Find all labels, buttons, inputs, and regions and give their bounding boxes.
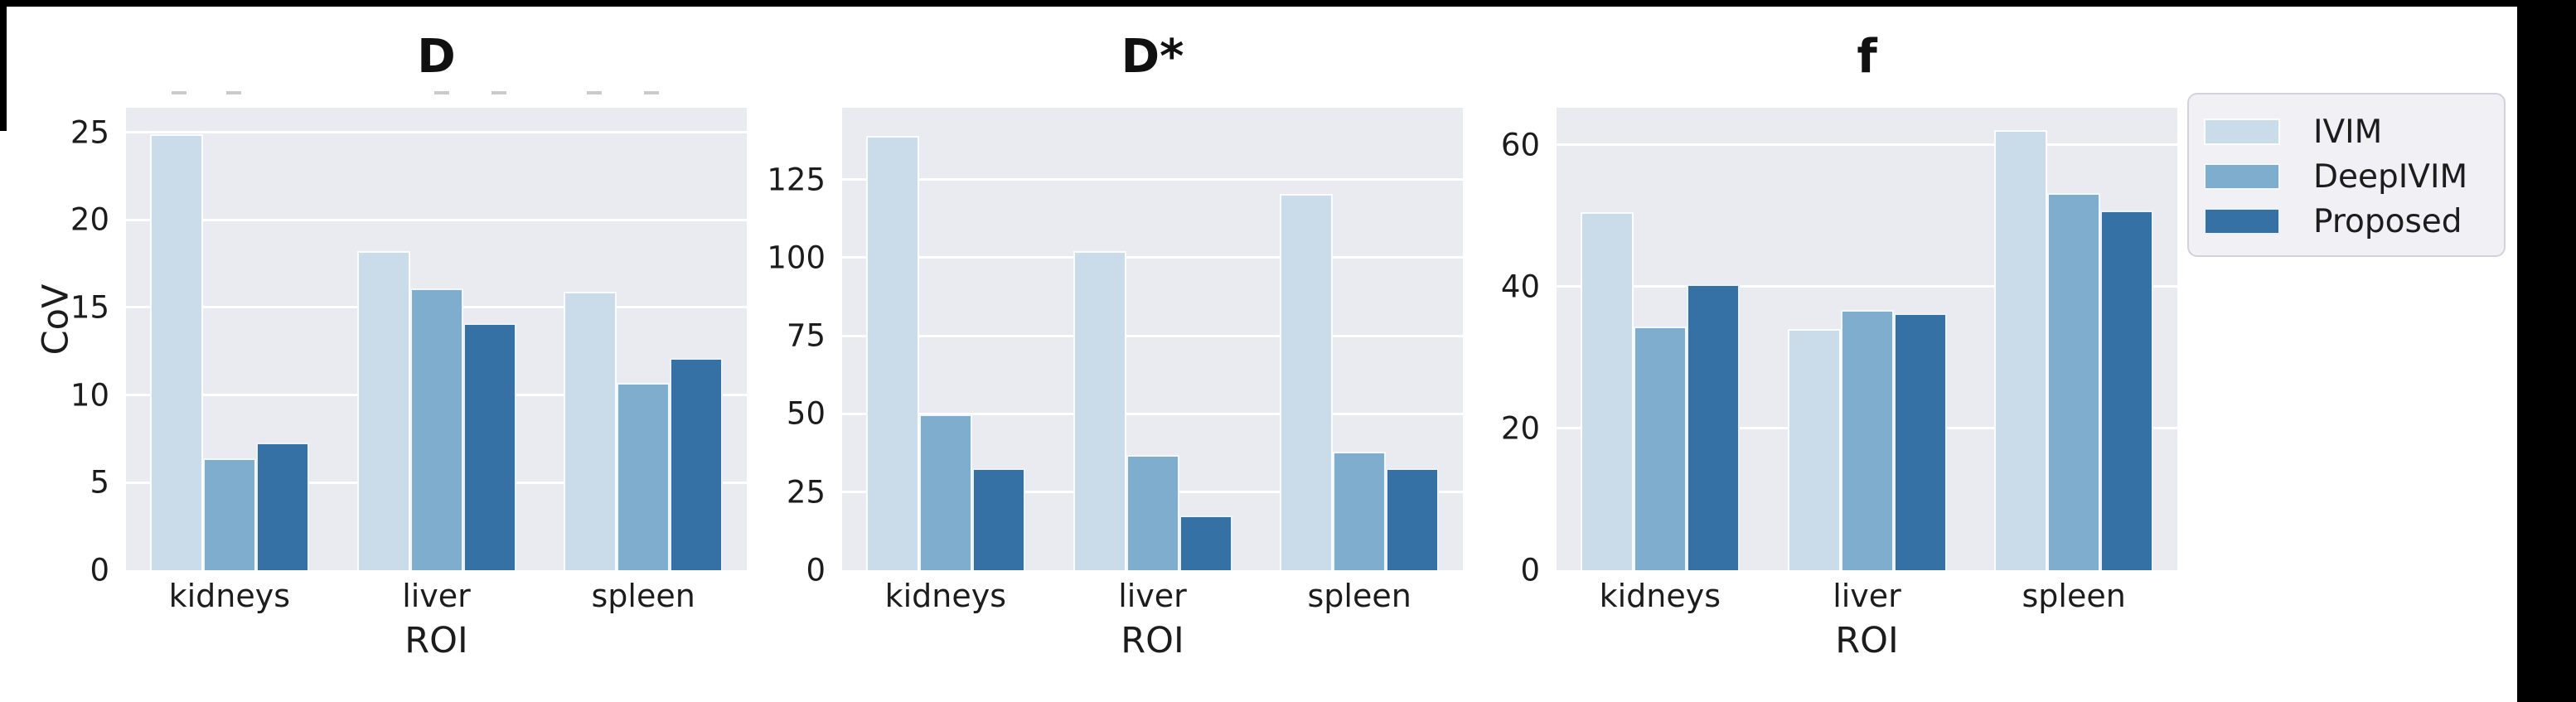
gridline	[126, 131, 747, 134]
legend-entry: IVIM	[2204, 109, 2504, 154]
gridline	[842, 256, 1463, 259]
bar-Proposed-liver	[1179, 516, 1232, 570]
y-tick-label: 100	[767, 240, 826, 276]
legend-entry: Proposed	[2204, 199, 2504, 244]
y-tick-label: 10	[70, 377, 109, 414]
crop-artifact-dash	[587, 91, 602, 94]
bar-Proposed-kidneys	[971, 468, 1025, 570]
crop-artifact-dash	[644, 91, 659, 94]
bar-Proposed-liver	[1893, 313, 1947, 570]
bar-DeepIVIM-spleen	[2047, 192, 2101, 570]
bar-IVIM-spleen	[1994, 130, 2048, 570]
plot-area	[1557, 108, 2177, 570]
legend-label: DeepIVIM	[2313, 157, 2468, 196]
bar-DeepIVIM-spleen	[617, 382, 671, 570]
bar-IVIM-spleen	[564, 291, 617, 570]
y-tick-label: 60	[1500, 127, 1540, 162]
screen-edge-left-bar	[0, 0, 7, 131]
subplot-f: f ROI 0 20 40 60 kidneys liver spleen	[1501, 0, 2177, 702]
plot-area	[842, 108, 1463, 570]
subplot-D: D CoV ROI 0 5 10 15 20 25 kidneys liver spleen	[36, 0, 747, 702]
y-tick-label: 0	[1520, 552, 1540, 588]
bar-Proposed-spleen	[670, 358, 724, 570]
x-tick-label: kidneys	[884, 578, 1007, 614]
bar-Proposed-liver	[462, 322, 516, 570]
gridline	[1557, 285, 2177, 288]
y-tick-label: 20	[1500, 410, 1540, 447]
bar-Proposed-spleen	[2100, 211, 2154, 570]
legend-swatch-Proposed	[2204, 208, 2280, 235]
bar-Proposed-kidneys	[1686, 284, 1740, 570]
bar-DeepIVIM-spleen	[1333, 451, 1387, 570]
screen-edge-right-band	[2517, 0, 2576, 702]
bar-IVIM-kidneys	[149, 133, 203, 570]
x-tick-label: liver	[1118, 578, 1187, 614]
x-tick-label: spleen	[1307, 578, 1411, 614]
screen-edge-top-bar	[0, 0, 2576, 7]
gridline	[1557, 143, 2177, 147]
legend-swatch-DeepIVIM	[2204, 163, 2280, 190]
gridline	[842, 413, 1463, 415]
bar-IVIM-liver	[356, 251, 410, 570]
bar-Proposed-spleen	[1386, 468, 1440, 570]
bar-DeepIVIM-kidneys	[202, 458, 256, 570]
legend: IVIM DeepIVIM Proposed	[2187, 93, 2506, 257]
subplot-title: D*	[1121, 30, 1184, 84]
x-tick-label: spleen	[2022, 578, 2126, 614]
bar-DeepIVIM-liver	[1126, 454, 1179, 570]
x-tick-label: liver	[402, 578, 471, 614]
legend-label: IVIM	[2313, 113, 2383, 151]
x-axis-label: ROI	[1835, 620, 1899, 661]
bar-IVIM-liver	[1073, 251, 1126, 570]
y-tick-label: 20	[70, 201, 109, 238]
gridline	[842, 334, 1463, 337]
x-tick-label: liver	[1833, 578, 1901, 614]
y-tick-label: 25	[70, 114, 109, 151]
subplot-Dstar: D* ROI 0 25 50 75 100 125 kidneys liver spleen	[767, 0, 1463, 702]
y-tick-label: 25	[786, 474, 826, 511]
y-tick-label: 0	[806, 552, 826, 588]
bar-Proposed-kidneys	[255, 442, 309, 570]
bar-IVIM-spleen	[1280, 193, 1334, 570]
x-tick-label: kidneys	[1599, 578, 1721, 614]
y-tick-label: 5	[90, 464, 109, 501]
x-axis-label: ROI	[404, 620, 468, 661]
y-tick-label: 75	[786, 317, 826, 354]
x-tick-label: spleen	[591, 578, 695, 614]
y-tick-label: 50	[786, 395, 826, 432]
crop-artifact-dash	[226, 91, 241, 94]
bar-DeepIVIM-liver	[1840, 309, 1894, 570]
bar-DeepIVIM-liver	[409, 288, 463, 570]
y-tick-label: 15	[70, 289, 109, 326]
bar-DeepIVIM-kidneys	[918, 414, 972, 570]
legend-entry: DeepIVIM	[2204, 154, 2504, 199]
legend-label: Proposed	[2313, 202, 2462, 240]
bar-IVIM-liver	[1787, 329, 1841, 570]
bar-DeepIVIM-kidneys	[1633, 327, 1687, 570]
x-tick-label: kidneys	[168, 578, 291, 614]
gridline	[842, 178, 1463, 182]
subplot-title: f	[1857, 30, 1877, 84]
subplot-title: D	[417, 30, 456, 84]
y-tick-label: 40	[1500, 269, 1540, 305]
gridline	[126, 218, 747, 221]
crop-artifact-dash	[172, 91, 186, 94]
y-tick-label: 125	[767, 162, 826, 198]
crop-artifact-dash	[491, 91, 506, 94]
plot-area	[126, 108, 747, 570]
legend-swatch-IVIM	[2204, 119, 2280, 145]
bar-IVIM-kidneys	[865, 135, 919, 570]
crop-artifact-dash	[434, 91, 449, 94]
x-axis-label: ROI	[1121, 620, 1184, 661]
bar-IVIM-kidneys	[1580, 211, 1634, 570]
y-tick-label: 0	[90, 552, 109, 588]
